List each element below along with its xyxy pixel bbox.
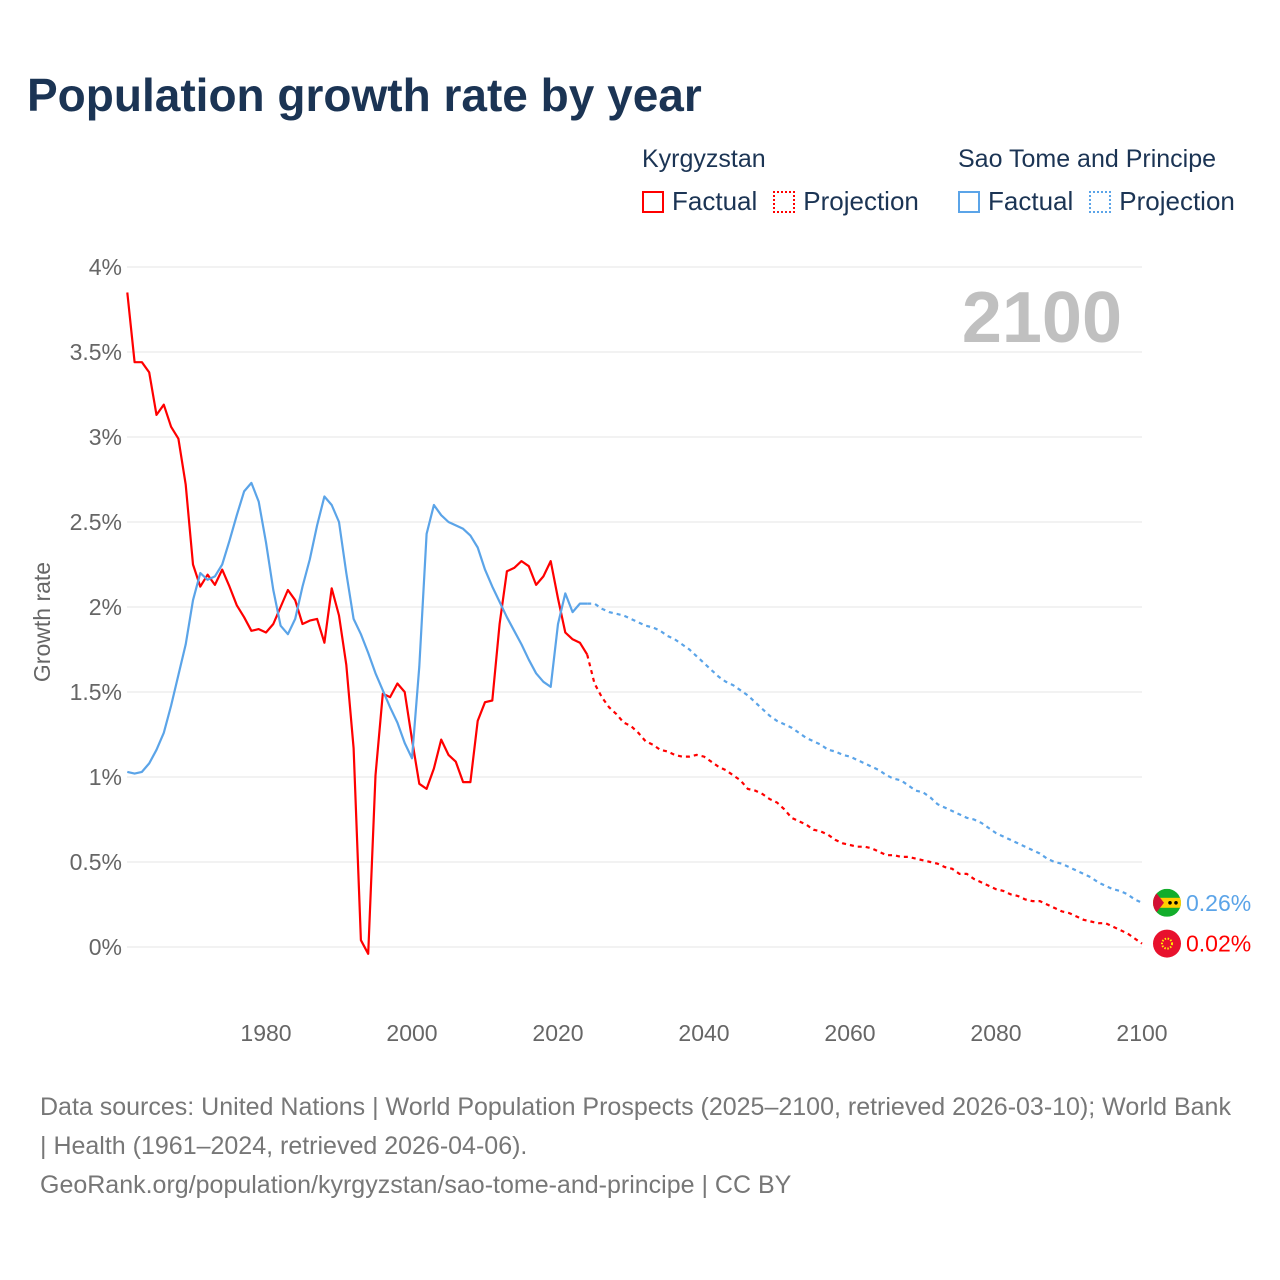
- x-tick-label: 2000: [386, 1020, 437, 1046]
- legend-item-factual[interactable]: Factual: [642, 186, 757, 217]
- star-icon: [1174, 901, 1178, 905]
- chart-title: Population growth rate by year: [27, 69, 702, 121]
- end-value-label: 0.26%: [1186, 890, 1251, 916]
- end-value-label: 0.02%: [1186, 931, 1251, 957]
- line-chart: 0% 0.5% 1% 1.5% 2% 2.5% 3% 3.5% 4% 1980 2000 2020 20…: [29, 254, 1251, 1046]
- flag-body: [1153, 888, 1181, 917]
- x-tick-label: 2100: [1116, 1020, 1167, 1046]
- legend-label: Factual: [672, 186, 758, 216]
- y-tick-label: 3.5%: [70, 339, 122, 365]
- y-tick-label: 2%: [89, 594, 122, 620]
- legend-item-projection[interactable]: Projection: [1089, 186, 1235, 217]
- dotted-swatch-icon: [1089, 190, 1112, 213]
- source-url[interactable]: GeoRank.org/population/kyrgyzstan/sao-to…: [40, 1171, 792, 1199]
- y-tick-label: 0%: [89, 934, 122, 960]
- star-icon: [1168, 901, 1172, 905]
- x-tick-label: 1980: [240, 1020, 291, 1046]
- y-tick-label: 1.5%: [70, 679, 122, 705]
- flag-circle: [1153, 929, 1181, 958]
- dotted-swatch-icon: [773, 190, 796, 213]
- y-tick-label: 4%: [89, 254, 122, 280]
- legend-item-projection[interactable]: Projection: [773, 186, 919, 217]
- kyrgyzstan-flag-icon: [1153, 929, 1181, 958]
- y-tick-label: 0.5%: [70, 849, 122, 875]
- legend-item-factual[interactable]: Factual: [958, 186, 1073, 217]
- legend-label: Projection: [1119, 186, 1235, 216]
- legend-label: Projection: [803, 186, 919, 216]
- legend-country-name: Sao Tome and Principe: [958, 145, 1217, 173]
- solid-swatch-icon: [642, 190, 664, 213]
- y-tick-label: 1%: [89, 764, 122, 790]
- year-watermark: 2100: [962, 278, 1122, 358]
- legend-kyrgyzstan: Kyrgyzstan Factual Projection: [642, 145, 935, 217]
- y-tick-label: 2.5%: [70, 509, 122, 535]
- sun-icon: [1161, 937, 1173, 950]
- legend-sao-tome: Sao Tome and Principe Factual Projection: [958, 145, 1251, 217]
- y-axis-label: Growth rate: [29, 562, 55, 682]
- factual-line-1: [127, 481, 588, 775]
- legend-label: Factual: [988, 186, 1074, 216]
- flag-triangle: [1153, 888, 1164, 917]
- flag-yellow: [1153, 897, 1181, 908]
- x-tick-label: 2080: [970, 1020, 1021, 1046]
- footer: Data sources: United Nations | World Pop…: [40, 1088, 1240, 1205]
- projection-line-0: [586, 654, 1143, 945]
- solid-swatch-icon: [958, 190, 980, 213]
- factual-line-0: [126, 292, 589, 955]
- legend-country-name: Kyrgyzstan: [642, 145, 766, 173]
- data-sources: Data sources: United Nations | World Pop…: [40, 1093, 1231, 1160]
- x-tick-label: 2020: [532, 1020, 583, 1046]
- y-tick-label: 3%: [89, 424, 122, 450]
- x-tick-label: 2060: [824, 1020, 875, 1046]
- sao-tome-flag-icon: [1153, 888, 1181, 917]
- x-tick-label: 2040: [678, 1020, 729, 1046]
